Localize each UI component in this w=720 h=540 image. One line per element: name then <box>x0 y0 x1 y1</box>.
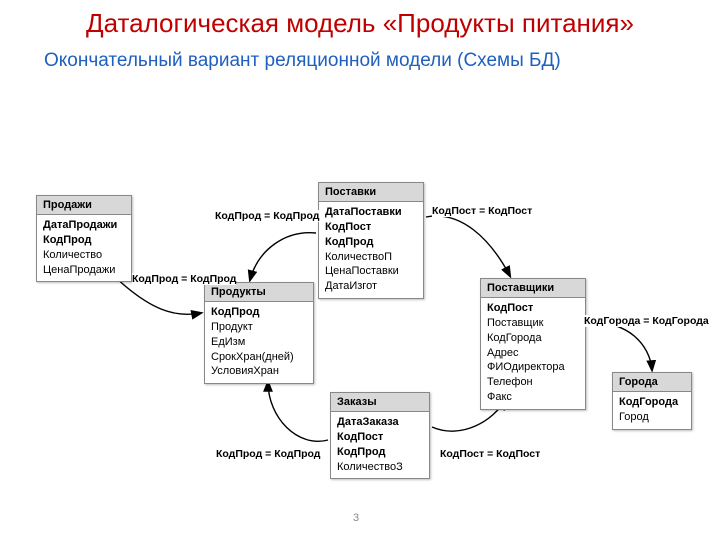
edge-label: КодПрод = КодПрод <box>216 448 320 460</box>
edge-e6 <box>588 323 652 370</box>
table-fields: КодПродПродуктЕдИзмСрокХран(дней)Условия… <box>205 302 313 383</box>
slide-subtitle: Окончательный вариант реляционной модели… <box>0 43 720 73</box>
field: ДатаПродажи <box>43 218 125 233</box>
table-produkty: ПродуктыКодПродПродуктЕдИзмСрокХран(дней… <box>204 282 314 384</box>
table-title: Города <box>613 373 691 392</box>
field: КодПрод <box>337 445 423 460</box>
table-title: Заказы <box>331 393 429 412</box>
table-fields: ДатаПоставкиКодПостКодПродКоличествоПЦен… <box>319 202 423 298</box>
table-fields: ДатаПродажиКодПродКоличествоЦенаПродажи <box>37 215 131 281</box>
edge-label: КодГорода = КодГорода <box>584 315 709 327</box>
edge-label: КодПост = КодПост <box>432 205 532 217</box>
field: ДатаЗаказа <box>337 415 423 430</box>
field: ЦенаПоставки <box>325 264 417 279</box>
field: ФИОдиректора <box>487 360 579 375</box>
table-prodazhi: ПродажиДатаПродажиКодПродКоличествоЦенаП… <box>36 195 132 282</box>
table-postavshchiki: ПоставщикиКодПостПоставщикКодГородаАдрес… <box>480 278 586 410</box>
table-title: Поставщики <box>481 279 585 298</box>
table-title: Продукты <box>205 283 313 302</box>
edge-e4 <box>426 216 510 276</box>
field: КодПост <box>337 430 423 445</box>
field: УсловияХран <box>211 364 307 379</box>
field: КодПрод <box>325 235 417 250</box>
field: КоличествоЗ <box>337 460 423 475</box>
field: Адрес <box>487 346 579 361</box>
field: Количество <box>43 248 125 263</box>
field: ЦенаПродажи <box>43 263 125 278</box>
field: СрокХран(дней) <box>211 350 307 365</box>
table-postavki: ПоставкиДатаПоставкиКодПостКодПродКоличе… <box>318 182 424 299</box>
field: Телефон <box>487 375 579 390</box>
field: КодПост <box>325 220 417 235</box>
field: КодГорода <box>487 331 579 346</box>
table-zakazy: ЗаказыДатаЗаказаКодПостКодПродКоличество… <box>330 392 430 479</box>
field: Факс <box>487 390 579 405</box>
field: Город <box>619 410 685 425</box>
table-title: Поставки <box>319 183 423 202</box>
edge-label: КодПост = КодПост <box>440 448 540 460</box>
edge-label: КодПрод = КодПрод <box>132 273 236 285</box>
table-goroda: ГородаКодГородаГород <box>612 372 692 430</box>
table-fields: КодГородаГород <box>613 392 691 429</box>
field: ЕдИзм <box>211 335 307 350</box>
table-title: Продажи <box>37 196 131 215</box>
field: КодПост <box>487 301 579 316</box>
field: Продукт <box>211 320 307 335</box>
field: КодПрод <box>43 233 125 248</box>
slide-title: Даталогическая модель «Продукты питания» <box>0 0 720 43</box>
edge-e3 <box>268 382 328 441</box>
page-number: 3 <box>353 512 359 524</box>
field: КодГорода <box>619 395 685 410</box>
edge-label: КодПрод = КодПрод <box>215 210 319 222</box>
field: КодПрод <box>211 305 307 320</box>
field: Поставщик <box>487 316 579 331</box>
table-fields: ДатаЗаказаКодПостКодПродКоличествоЗ <box>331 412 429 478</box>
edge-e2 <box>250 233 316 280</box>
table-fields: КодПостПоставщикКодГородаАдресФИОдиректо… <box>481 298 585 409</box>
field: ДатаПоставки <box>325 205 417 220</box>
field: КоличествоП <box>325 250 417 265</box>
field: ДатаИзгот <box>325 279 417 294</box>
